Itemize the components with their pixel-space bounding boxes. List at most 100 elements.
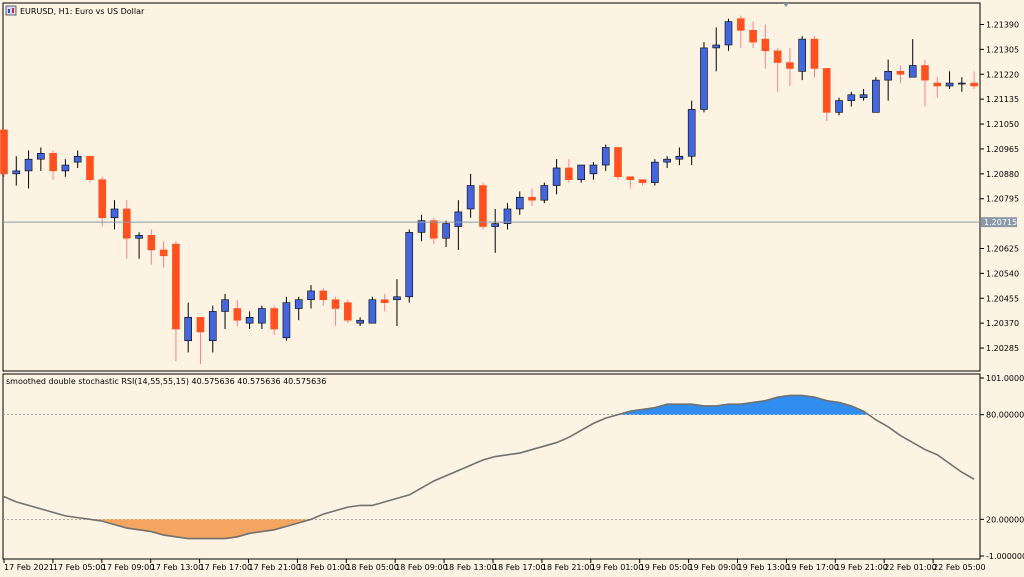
bull-candle-body <box>417 220 426 233</box>
candle <box>896 65 905 84</box>
time-tick-label: 19 Feb 21:00 <box>835 563 887 572</box>
candle <box>810 36 819 78</box>
candle <box>515 191 524 215</box>
time-tick-label: 19 Feb 13:00 <box>738 563 790 572</box>
candle <box>503 203 512 230</box>
period-separator-marker-icon <box>783 3 789 7</box>
candle <box>258 305 266 330</box>
indicator-fills <box>89 395 869 539</box>
time-tick-label: 18 Feb 01:00 <box>297 563 349 572</box>
indicator-tick-label: 20.000000 <box>986 515 1024 524</box>
current-price-line: 1.20715 <box>3 217 1017 228</box>
bull-candle-body <box>847 94 856 101</box>
candle <box>86 155 94 183</box>
time-tick-label: 17 Feb 05:00 <box>53 563 105 572</box>
candle <box>24 150 33 189</box>
bull-candle-body <box>663 158 671 163</box>
candle <box>405 229 414 303</box>
candle <box>307 285 315 309</box>
bear-candle-body <box>0 129 8 175</box>
bear-candle-body <box>822 68 831 113</box>
candle <box>675 147 684 166</box>
candle <box>172 241 180 362</box>
indicator-tick-label: 80.000000 <box>986 411 1024 420</box>
bear-candle-body <box>614 147 622 178</box>
candle <box>417 214 426 242</box>
bull-candle-body <box>908 65 917 78</box>
candle <box>37 147 45 171</box>
candle <box>786 47 794 86</box>
bear-candle-body <box>172 243 180 330</box>
bull-candle-body <box>687 109 696 157</box>
bear-candle-body <box>270 308 278 330</box>
price-panel-frame <box>2 2 981 372</box>
time-tick-label: 18 Feb 17:00 <box>493 563 545 572</box>
chart-window-icon[interactable] <box>5 5 17 16</box>
time-tick-label: 19 Feb 01:00 <box>591 563 643 572</box>
bull-candle-body <box>245 316 254 324</box>
time-tick-label: 18 Feb 09:00 <box>395 563 447 572</box>
bear-candle-body <box>319 290 328 301</box>
candles <box>0 15 978 365</box>
candle <box>589 162 598 180</box>
candle <box>663 156 671 168</box>
time-tick-label: 17 Feb 09:00 <box>102 563 154 572</box>
bear-candle-body <box>896 71 905 75</box>
bull-candle-body <box>712 44 721 49</box>
candle <box>773 47 782 92</box>
bear-candle-body <box>528 196 536 201</box>
indicator-title: smoothed double stochastic RSI(14,55,55,… <box>6 377 326 386</box>
bull-candle-body <box>24 158 33 172</box>
bull-candle-body <box>307 290 315 301</box>
candle <box>221 293 229 330</box>
bull-candle-body <box>442 223 450 239</box>
candle <box>196 316 205 365</box>
candle <box>270 305 278 335</box>
candle <box>626 176 635 189</box>
bull-candle-body <box>405 232 414 298</box>
price-tick-label: 1.20880 <box>986 170 1019 179</box>
candle <box>98 176 107 227</box>
candle <box>245 311 254 330</box>
candle <box>282 296 291 341</box>
overbought-fill <box>618 395 869 415</box>
candle <box>724 18 733 51</box>
candle <box>638 179 647 186</box>
bull-candle-body <box>12 170 21 175</box>
candle <box>872 77 880 113</box>
bear-candle-body <box>921 65 929 81</box>
bull-candle-body <box>110 208 119 219</box>
candle <box>110 200 119 230</box>
price-tick-label: 1.21305 <box>986 45 1019 54</box>
bear-candle-body <box>331 299 340 309</box>
bear-candle-body <box>810 38 819 69</box>
candle <box>577 164 585 183</box>
bull-candle-body <box>552 167 561 186</box>
bull-candle-body <box>651 161 659 183</box>
price-tick-label: 1.20285 <box>986 344 1019 353</box>
bear-candle-body <box>749 30 757 43</box>
candle <box>12 156 21 186</box>
candle <box>491 208 500 253</box>
indicator-tick-label: 101.000000 <box>986 374 1024 383</box>
bear-candle-body <box>429 220 438 239</box>
candle <box>442 220 450 248</box>
bull-candle-body <box>859 94 868 98</box>
bull-candle-body <box>37 153 45 160</box>
bear-candle-body <box>147 235 156 251</box>
indicator-line <box>3 394 975 540</box>
bear-candle-body <box>123 208 131 239</box>
time-tick-label: 19 Feb 17:00 <box>786 563 838 572</box>
candle <box>368 296 377 324</box>
price-tick-label: 1.21050 <box>986 120 1019 129</box>
candle <box>61 159 70 177</box>
time-tick-label: 18 Feb 13:00 <box>444 563 496 572</box>
time-tick-label: 18 Feb 21:00 <box>542 563 594 572</box>
candle <box>331 296 340 327</box>
time-tick-label: 19 Feb 09:00 <box>689 563 741 572</box>
candle <box>884 59 892 101</box>
candle <box>184 302 192 353</box>
bull-candle-body <box>503 208 512 224</box>
candle <box>687 100 696 166</box>
